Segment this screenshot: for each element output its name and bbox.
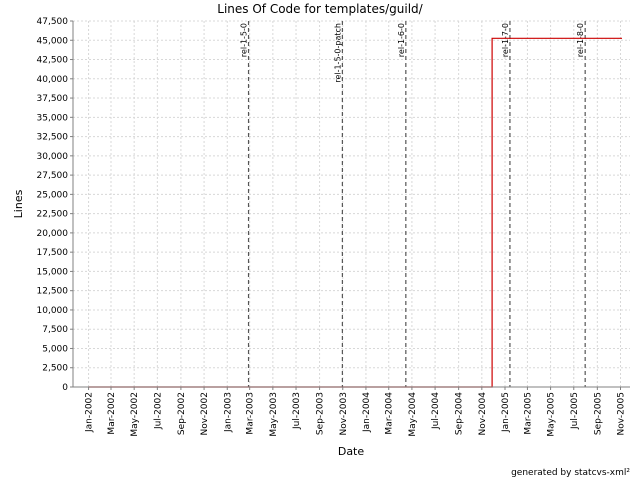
- y-tick-label: 32,500: [37, 133, 69, 143]
- y-tick-label: 45,000: [37, 36, 69, 46]
- y-tick-label: 25,000: [37, 190, 69, 200]
- chart-title: Lines Of Code for templates/guild/: [217, 2, 423, 16]
- release-marker-label: rel-1-8-0: [576, 23, 585, 57]
- y-tick-label: 30,000: [37, 152, 69, 162]
- axes: [72, 21, 630, 388]
- y-tick-label: 10,000: [37, 306, 69, 316]
- x-tick-label: May-2005: [547, 392, 557, 437]
- y-tick-label: 5,000: [42, 344, 68, 354]
- x-tick-label: Jul-2005: [570, 392, 580, 430]
- x-tick-label: Sep-2003: [316, 392, 326, 435]
- x-tick-label: Mar-2004: [385, 392, 395, 435]
- x-tick-label: Jan-2002: [85, 392, 95, 433]
- x-tick-label: Jul-2003: [292, 392, 302, 430]
- footer-credit: generated by statcvs-xml²: [511, 468, 630, 478]
- y-tick-label: 37,500: [37, 94, 69, 104]
- y-ticks: 0 2,500 5,000 7,500 10,000 12,500 15,000 17,500…: [37, 17, 73, 393]
- x-tick-label: May-2003: [269, 392, 279, 437]
- x-tick-label: Mar-2002: [107, 392, 117, 435]
- x-tick-label: Nov-2003: [339, 392, 349, 435]
- y-tick-label: 12,500: [37, 287, 69, 297]
- x-tick-label: May-2004: [408, 392, 418, 437]
- release-marker-label: rel-1-6-0: [397, 23, 406, 57]
- y-tick-label: 2,500: [42, 364, 68, 374]
- x-axis-label: Date: [338, 445, 365, 458]
- x-tick-label: Jan-2003: [223, 392, 233, 433]
- x-tick-label: Jul-2004: [431, 392, 441, 430]
- y-tick-label: 17,500: [37, 248, 69, 258]
- x-tick-label: Nov-2004: [478, 392, 488, 436]
- y-tick-label: 42,500: [37, 56, 69, 66]
- y-tick-label: 15,000: [37, 267, 69, 277]
- y-tick-label: 0: [62, 383, 68, 393]
- y-axis-label: Lines: [12, 189, 25, 218]
- grid: [73, 20, 630, 388]
- x-tick-label: Jan-2004: [362, 392, 372, 433]
- y-tick-label: 22,500: [37, 210, 69, 220]
- x-tick-label: Jan-2005: [501, 392, 511, 433]
- release-marker-label: rel-1-5-0: [240, 23, 249, 57]
- release-marker-label: rel-1-5-0-patch: [333, 23, 342, 83]
- plot-area: [73, 21, 630, 387]
- x-tick-label: May-2002: [130, 392, 140, 437]
- y-tick-label: 27,500: [37, 171, 69, 181]
- x-tick-label: Sep-2004: [455, 392, 465, 435]
- x-tick-label: Sep-2005: [593, 392, 603, 435]
- release-markers: rel-1-5-0 rel-1-5-0-patch rel-1-6-0 rel-1-7…: [240, 21, 586, 387]
- x-tick-label: Jul-2002: [153, 392, 163, 430]
- x-tick-label: Mar-2005: [523, 392, 533, 435]
- x-ticks: Jan-2002 Mar-2002 May-2002 Jul-2002 Sep-2002…: [85, 387, 627, 437]
- release-marker-label: rel-1-7-0: [501, 23, 510, 57]
- y-tick-label: 20,000: [37, 229, 69, 239]
- x-tick-label: Nov-2002: [200, 392, 210, 435]
- y-tick-label: 35,000: [37, 113, 69, 123]
- y-tick-label: 40,000: [37, 75, 69, 85]
- y-tick-label: 47,500: [37, 17, 69, 27]
- y-tick-label: 7,500: [42, 325, 68, 335]
- x-tick-label: Nov-2005: [617, 392, 627, 435]
- x-tick-label: Sep-2002: [177, 392, 187, 435]
- x-tick-label: Mar-2003: [246, 392, 256, 435]
